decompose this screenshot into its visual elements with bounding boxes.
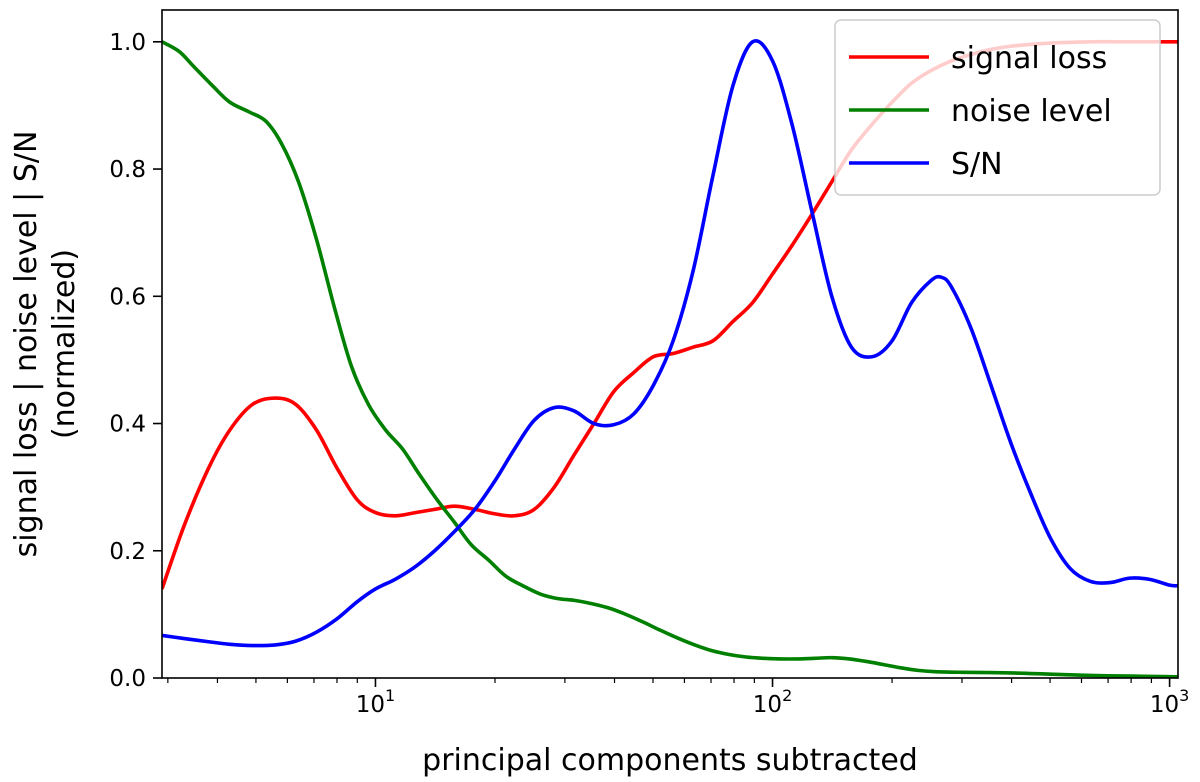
plot-frame [161, 9, 1179, 679]
y-axis-label-line1: signal loss | noise level | S/N [9, 131, 44, 558]
y-tick-label: 1.0 [109, 30, 146, 56]
y-tick-label: 0.6 [109, 284, 146, 310]
legend: signal loss noise level S/N [834, 19, 1161, 196]
x-axis: 101 102 103 [167, 678, 1189, 718]
y-axis: 0.0 0.2 0.4 0.6 0.8 1.0 [109, 30, 162, 692]
legend-label-s-n: S/N [951, 147, 1003, 182]
y-tick-label: 0.0 [109, 666, 146, 692]
x-axis-label: principal components subtracted [422, 743, 918, 778]
y-tick-label: 0.2 [109, 539, 146, 565]
series-line-s-n [162, 39, 1178, 648]
x-tick-label: 102 [753, 686, 792, 718]
legend-label-noise-level: noise level [951, 94, 1112, 129]
y-axis-label-line2: (normalized) [47, 249, 82, 439]
x-tick-label: 103 [1150, 686, 1189, 718]
legend-label-signal-loss: signal loss [951, 41, 1107, 76]
series-line-noise-level [162, 40, 1178, 678]
y-tick-label: 0.4 [109, 412, 146, 438]
y-tick-label: 0.8 [109, 157, 146, 183]
x-tick-label: 101 [356, 686, 395, 718]
legend-box [834, 19, 1161, 196]
